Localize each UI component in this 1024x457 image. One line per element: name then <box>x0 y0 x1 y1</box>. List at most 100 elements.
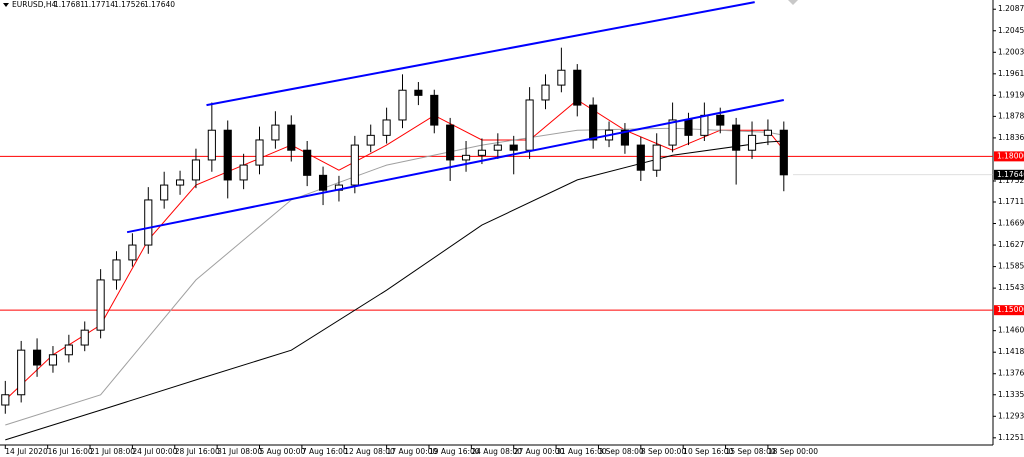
y-tick-label: 1.19610 <box>998 69 1024 78</box>
candle-body <box>239 164 248 181</box>
symbol: EURUSD,H4 <box>12 0 56 9</box>
x-tick-label: 24 Jul 00:00 <box>132 447 177 456</box>
x-tick-label: 28 Jul 16:00 <box>175 447 220 456</box>
candle-body <box>64 344 73 356</box>
candle-body <box>80 329 89 346</box>
x-tick-label: 10 Sep 16:00 <box>683 447 733 456</box>
candle-body <box>1 394 10 406</box>
last-price-box <box>994 169 1024 180</box>
candle-body <box>493 144 502 151</box>
candle-body <box>652 144 661 171</box>
y-tick-label: 1.16690 <box>998 219 1024 228</box>
menu-icon[interactable] <box>3 3 9 7</box>
header-price: 1.17526 <box>114 0 145 9</box>
candle-body <box>223 129 232 181</box>
candle-body <box>350 144 359 186</box>
candle-body <box>525 99 534 151</box>
y-tick-label: 1.19190 <box>998 90 1024 99</box>
x-tick-label: 17 Aug 00:00 <box>387 447 438 456</box>
candle-body <box>732 124 741 151</box>
x-tick-label: 18 Sep 00:00 <box>768 447 818 456</box>
x-tick-label: 7 Aug 16:00 <box>302 447 348 456</box>
moving-average <box>4 99 785 401</box>
candle-body <box>271 124 280 141</box>
candle-body <box>636 144 645 171</box>
x-tick-label: 12 Aug 08:00 <box>344 447 395 456</box>
candle-body <box>366 134 375 146</box>
y-tick-label: 1.20450 <box>998 26 1024 35</box>
candle-body <box>477 149 487 156</box>
x-tick-label: 21 Jul 08:00 <box>90 447 135 456</box>
candle-body <box>763 129 772 136</box>
candle-body <box>398 89 407 121</box>
trade-arrow[interactable] <box>788 0 798 5</box>
candle-body <box>160 184 169 201</box>
candle-body <box>573 69 582 106</box>
candle-body <box>414 89 423 96</box>
trendline <box>126 99 784 234</box>
y-tick-label: 1.14600 <box>998 326 1024 335</box>
header-price: 1.17681 <box>54 0 85 9</box>
candle-body <box>96 279 105 331</box>
candle-body <box>48 354 58 366</box>
candle-body <box>303 149 312 176</box>
y-tick-label: 1.16270 <box>998 240 1024 249</box>
header-price: 1.17640 <box>144 0 175 9</box>
y-tick-label: 1.20870 <box>998 4 1024 13</box>
candle-body <box>144 199 153 246</box>
candle-body <box>779 129 788 176</box>
candle-body <box>175 179 185 186</box>
candle-body <box>287 124 296 151</box>
y-tick-label: 1.18360 <box>998 133 1024 142</box>
y-tick-label: 1.18780 <box>998 111 1024 120</box>
header-price: 1.17714 <box>84 0 115 9</box>
candle-body <box>446 124 455 161</box>
candle-body <box>747 134 757 151</box>
candle-body <box>255 139 264 166</box>
level-label: 1.18000 <box>997 151 1024 160</box>
candle-body <box>382 119 391 136</box>
candle-body <box>620 129 630 146</box>
y-tick-label: 1.15850 <box>998 262 1024 271</box>
last-price-label: 1.17640 <box>997 170 1024 179</box>
x-tick-label: 14 Jul 2020 <box>5 447 48 456</box>
candle-body <box>32 349 42 366</box>
candle-body <box>318 174 328 191</box>
candle-body <box>430 94 439 126</box>
level-label-box <box>994 151 1024 162</box>
candle-body <box>684 119 693 136</box>
candle-body <box>461 154 471 161</box>
candle-body <box>17 349 26 396</box>
x-tick-label: 31 Jul 08:00 <box>217 447 262 456</box>
x-tick-label: 5 Aug 00:00 <box>260 447 306 456</box>
y-tick-label: 1.13760 <box>998 369 1024 378</box>
x-tick-label: 31 Aug 16:00 <box>556 447 607 456</box>
y-tick-label: 1.14180 <box>998 347 1024 356</box>
moving-average <box>5 140 784 441</box>
x-tick-label: 15 Sep 08:00 <box>726 447 776 456</box>
y-tick-label: 1.12510 <box>998 433 1024 442</box>
trendline <box>206 1 755 107</box>
candle-body <box>509 144 518 151</box>
candle-body <box>128 244 137 261</box>
candle-body <box>589 104 598 141</box>
candle-body <box>700 114 709 136</box>
y-tick-label: 1.17110 <box>998 197 1024 206</box>
x-tick-label: 8 Sep 00:00 <box>641 447 687 456</box>
candle-body <box>112 259 121 281</box>
x-tick-label: 3 Sep 08:00 <box>598 447 644 456</box>
candle-body <box>207 129 216 161</box>
x-tick-label: 24 Aug 08:00 <box>471 447 522 456</box>
y-tick-label: 1.13350 <box>998 390 1024 399</box>
level-label: 1.15000 <box>997 305 1024 314</box>
candle-body <box>557 69 566 86</box>
y-tick-label: 1.15430 <box>998 283 1024 292</box>
candle-body <box>541 84 550 101</box>
x-tick-label: 16 Jul 16:00 <box>48 447 93 456</box>
level-label-box <box>994 305 1024 316</box>
y-tick-label: 1.17520 <box>998 176 1024 185</box>
x-tick-label: 19 Aug 16:00 <box>429 447 480 456</box>
candle-body <box>191 159 201 181</box>
